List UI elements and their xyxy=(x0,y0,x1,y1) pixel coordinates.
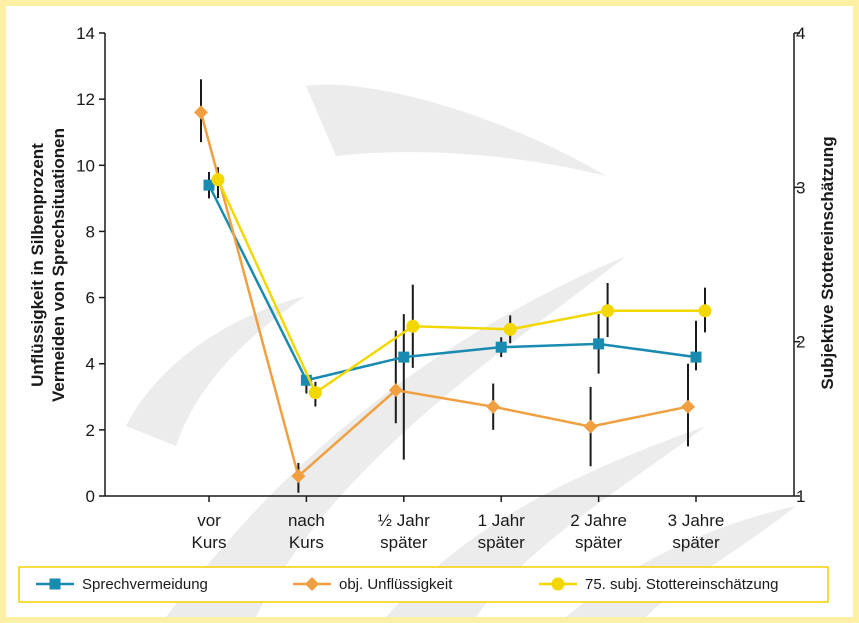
y-tick-label-left: 12 xyxy=(76,90,95,109)
y-tick-label-right: 2 xyxy=(796,333,805,352)
data-point-circle xyxy=(406,319,420,333)
data-point-diamond xyxy=(681,399,695,414)
data-point-square xyxy=(593,338,605,350)
data-point-circle xyxy=(503,322,517,336)
x-tick-label: später xyxy=(478,533,526,552)
x-tick-label: 1 Jahr xyxy=(478,511,526,530)
series-line xyxy=(216,179,705,395)
y-axis-label-right: Subjektive Stottereinschätzung xyxy=(818,136,837,389)
legend-marker-diamond xyxy=(305,577,319,591)
y-tick-label-right: 3 xyxy=(796,178,805,197)
watermark-leaf-0 xyxy=(166,256,626,617)
watermark-leaf-4 xyxy=(126,296,306,446)
y-tick-label-left: 10 xyxy=(76,156,95,175)
y-tick-label-right: 1 xyxy=(796,487,805,506)
data-point-circle xyxy=(308,386,322,400)
y-axis-label-left-line2: Vermeiden von Sprechsituationen xyxy=(49,128,68,402)
data-point-square xyxy=(398,351,410,363)
data-point-diamond xyxy=(583,419,598,434)
legend: Sprechvermeidung obj. Unflüssigkeit 75. su… xyxy=(18,566,829,603)
data-point-diamond xyxy=(291,469,306,484)
data-point-square xyxy=(495,341,507,353)
y-axis-label-left-line1: Unflüssigkeit in Silbenprozent xyxy=(28,143,47,387)
x-tick-label: 3 Jahre xyxy=(668,511,725,530)
x-tick-label: vor xyxy=(197,511,221,530)
legend-label: Sprechvermeidung xyxy=(82,576,208,593)
data-point-square xyxy=(300,374,312,386)
x-tick-label: Kurs xyxy=(289,533,324,552)
legend-label: 75. subj. Stottereinschätzung xyxy=(585,576,778,593)
x-tick-label: später xyxy=(672,533,720,552)
data-point-circle xyxy=(211,173,225,187)
y-tick-label-right: 4 xyxy=(796,24,805,43)
legend-marker-circle xyxy=(551,577,565,591)
data-point-diamond xyxy=(388,383,403,398)
x-tick-label: nach xyxy=(288,511,325,530)
y-tick-label-left: 0 xyxy=(86,487,95,506)
legend-box xyxy=(18,566,829,603)
data-point-square xyxy=(690,351,702,363)
y-tick-label-left: 6 xyxy=(86,289,95,308)
y-tick-label-left: 2 xyxy=(86,421,95,440)
y-tick-label-left: 4 xyxy=(86,355,95,374)
y-tick-label-left: 14 xyxy=(76,24,95,43)
x-tick-label: 2 Jahre xyxy=(570,511,627,530)
data-series xyxy=(194,105,712,484)
watermark-leaf-3 xyxy=(306,84,606,176)
data-point-circle xyxy=(601,304,615,318)
data-point-square xyxy=(203,179,215,191)
x-tick-label: später xyxy=(380,533,428,552)
series-line xyxy=(207,184,697,382)
data-point-diamond xyxy=(194,105,208,120)
axis-labels: Unflüssigkeit in Silbenprozent Vermeiden… xyxy=(28,128,837,402)
x-tick-label: später xyxy=(575,533,623,552)
data-point-diamond xyxy=(486,399,501,414)
data-point-circle xyxy=(698,304,712,318)
legend-marker-square xyxy=(49,578,61,590)
x-tick-label: ½ Jahr xyxy=(378,511,430,530)
y-tick-label-left: 8 xyxy=(86,222,95,241)
legend-label: obj. Unflüssigkeit xyxy=(339,576,453,593)
x-tick-label: Kurs xyxy=(192,533,227,552)
series-line xyxy=(199,112,689,479)
